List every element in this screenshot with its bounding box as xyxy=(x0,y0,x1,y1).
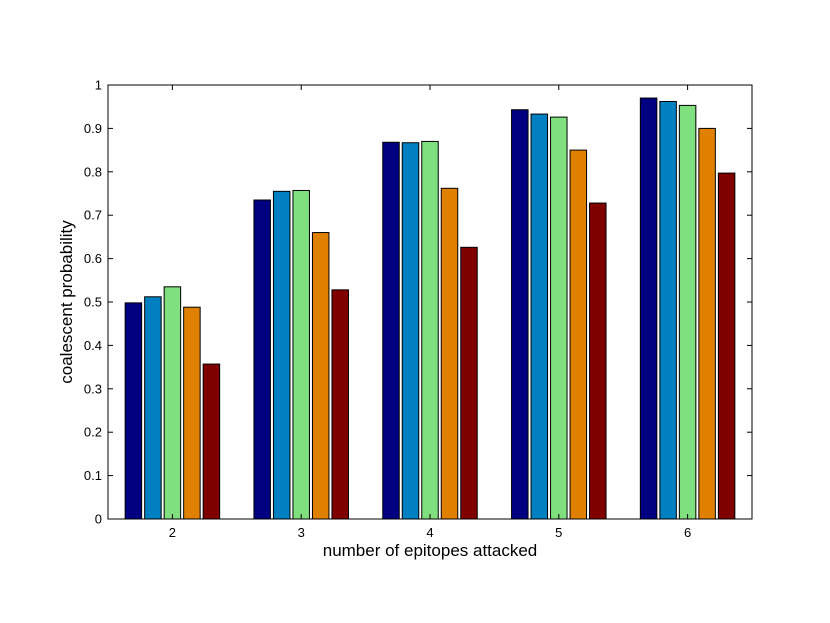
x-tick-label: 2 xyxy=(169,525,176,540)
bar xyxy=(678,104,697,520)
bars xyxy=(124,97,736,520)
bar xyxy=(530,113,549,520)
bar xyxy=(382,141,400,520)
bar xyxy=(253,199,271,520)
bar xyxy=(331,289,349,520)
bar xyxy=(569,149,588,520)
y-tick-label: 0.3 xyxy=(84,381,102,396)
y-tick-label: 0.5 xyxy=(84,295,102,310)
x-axis-ticks: 2 3 4 5 6 xyxy=(169,85,691,540)
bar xyxy=(589,202,607,520)
bar xyxy=(183,306,201,520)
x-axis-label: number of epitopes attacked xyxy=(323,541,538,560)
x-tick-label: 3 xyxy=(298,525,305,540)
bar xyxy=(550,116,568,520)
y-axis-label: coalescent probability xyxy=(57,220,76,384)
y-tick-label: 1 xyxy=(95,78,102,93)
bar xyxy=(124,302,143,520)
bar xyxy=(292,189,310,520)
bar xyxy=(272,190,291,520)
bar xyxy=(659,100,677,520)
y-tick-label: 0.2 xyxy=(84,425,102,440)
bar xyxy=(440,187,459,520)
y-tick-label: 0 xyxy=(95,512,102,527)
y-axis-ticks: 0 0.1 0.2 0.3 0.4 0.5 0.6 0.7 0.8 0.9 1 xyxy=(84,78,752,527)
y-tick-label: 0.9 xyxy=(84,121,102,136)
bar xyxy=(511,109,529,520)
bar xyxy=(717,172,736,520)
bar xyxy=(144,296,162,520)
y-tick-label: 0.6 xyxy=(84,251,102,266)
y-tick-label: 0.7 xyxy=(84,208,102,223)
y-tick-label: 0.8 xyxy=(84,164,102,179)
bar xyxy=(639,97,658,520)
bar xyxy=(698,127,716,520)
bar xyxy=(401,142,420,520)
bar xyxy=(311,232,330,520)
bar xyxy=(460,246,478,520)
x-tick-label: 6 xyxy=(684,525,691,540)
bar xyxy=(421,140,439,520)
x-tick-label: 5 xyxy=(555,525,562,540)
x-tick-label: 4 xyxy=(426,525,433,540)
bar xyxy=(163,286,182,520)
y-tick-label: 0.4 xyxy=(84,338,102,353)
y-tick-label: 0.1 xyxy=(84,468,102,483)
bar xyxy=(202,363,221,520)
